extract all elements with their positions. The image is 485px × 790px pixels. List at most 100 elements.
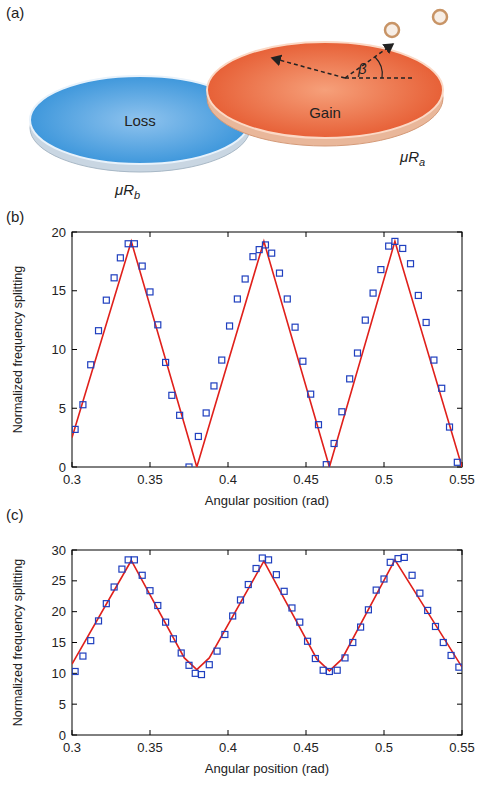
y-tick (72, 642, 77, 643)
data-point (186, 662, 192, 668)
data-point (262, 242, 268, 248)
data-point (147, 289, 153, 295)
data-point (192, 670, 198, 676)
x-tick (306, 462, 307, 467)
data-point (169, 392, 175, 398)
x-tick-label: 0.45 (293, 472, 318, 487)
data-point (147, 588, 153, 594)
y-tick (457, 290, 462, 291)
panel-label: (c) (6, 506, 24, 523)
data-area (72, 238, 462, 467)
x-tick (306, 730, 307, 735)
plot-frame (72, 550, 462, 735)
data-point (312, 656, 318, 662)
y-tick (72, 580, 77, 581)
x-tick-label: 0.55 (449, 472, 474, 487)
y-tick-label: 0 (59, 728, 66, 743)
chart-panel: (b)0.30.350.40.450.50.5505101520Angular … (6, 208, 475, 508)
data-point (408, 261, 414, 267)
data-point (170, 636, 176, 642)
chart-panel: (c)0.30.350.40.450.50.55051015202530Angu… (6, 506, 475, 776)
y-tick (72, 550, 77, 551)
data-point (139, 263, 145, 269)
x-tick (150, 232, 151, 237)
data-point (334, 667, 340, 673)
y-tick (72, 290, 77, 291)
data-point (163, 619, 169, 625)
y-tick-label: 0 (59, 460, 66, 475)
y-tick (457, 611, 462, 612)
data-point (131, 241, 137, 247)
x-tick (462, 232, 463, 237)
data-point (237, 597, 243, 603)
x-tick (306, 550, 307, 555)
data-point (266, 557, 272, 563)
x-tick (228, 462, 229, 467)
node-label: Loss (124, 112, 156, 129)
y-tick-label: 30 (52, 543, 66, 558)
annotation: μRa (399, 148, 425, 168)
data-point (80, 402, 86, 408)
data-point (227, 323, 233, 329)
angle-arc (375, 57, 382, 78)
fit-line (72, 560, 462, 671)
data-point (269, 250, 275, 256)
x-tick (72, 462, 73, 467)
x-tick (384, 232, 385, 237)
data-point (198, 672, 204, 678)
x-tick-label: 0.35 (137, 472, 162, 487)
data-point (365, 607, 371, 613)
data-point (111, 584, 117, 590)
y-tick (457, 642, 462, 643)
data-point (111, 275, 117, 281)
data-point (230, 613, 236, 619)
data-point (320, 667, 326, 673)
panel-a: (a)LossGainμRbμRaβ (6, 4, 447, 201)
y-axis-title: Normalized frequency splitting (11, 559, 25, 726)
data-point (417, 590, 423, 596)
subscript: a (419, 156, 425, 168)
annotation: β (357, 60, 367, 77)
data-point (381, 576, 387, 582)
data-point (432, 623, 438, 629)
data-point (331, 441, 337, 447)
data-point (211, 383, 217, 389)
panel-label: (b) (6, 208, 24, 225)
x-tick-label: 0.35 (137, 740, 162, 755)
x-tick-label: 0.55 (449, 740, 474, 755)
y-tick (72, 704, 77, 705)
y-tick (457, 704, 462, 705)
data-point (103, 601, 109, 607)
data-point (425, 607, 431, 613)
data-point (378, 267, 384, 273)
y-tick-label: 5 (59, 697, 66, 712)
panel-label: (a) (6, 4, 24, 21)
reference-line (345, 77, 415, 79)
data-point (392, 238, 398, 244)
particle (385, 23, 399, 37)
data-point (234, 296, 240, 302)
data-point (358, 624, 364, 630)
data-point (119, 566, 125, 572)
data-point (300, 358, 306, 364)
data-point (370, 290, 376, 296)
y-tick (72, 611, 77, 612)
y-tick-label: 5 (59, 401, 66, 416)
y-tick (457, 580, 462, 581)
data-point (386, 243, 392, 249)
x-tick-label: 0.45 (293, 740, 318, 755)
data-point (250, 254, 256, 260)
data-point (103, 297, 109, 303)
data-point (281, 588, 287, 594)
y-tick (457, 408, 462, 409)
data-point (206, 662, 212, 668)
data-point (395, 556, 401, 562)
x-tick (384, 462, 385, 467)
data-point (242, 276, 248, 282)
y-tick (72, 408, 77, 409)
data-point (431, 357, 437, 363)
y-tick-label: 15 (52, 635, 66, 650)
data-point (131, 557, 137, 563)
data-point (155, 603, 161, 609)
y-tick (72, 673, 77, 674)
